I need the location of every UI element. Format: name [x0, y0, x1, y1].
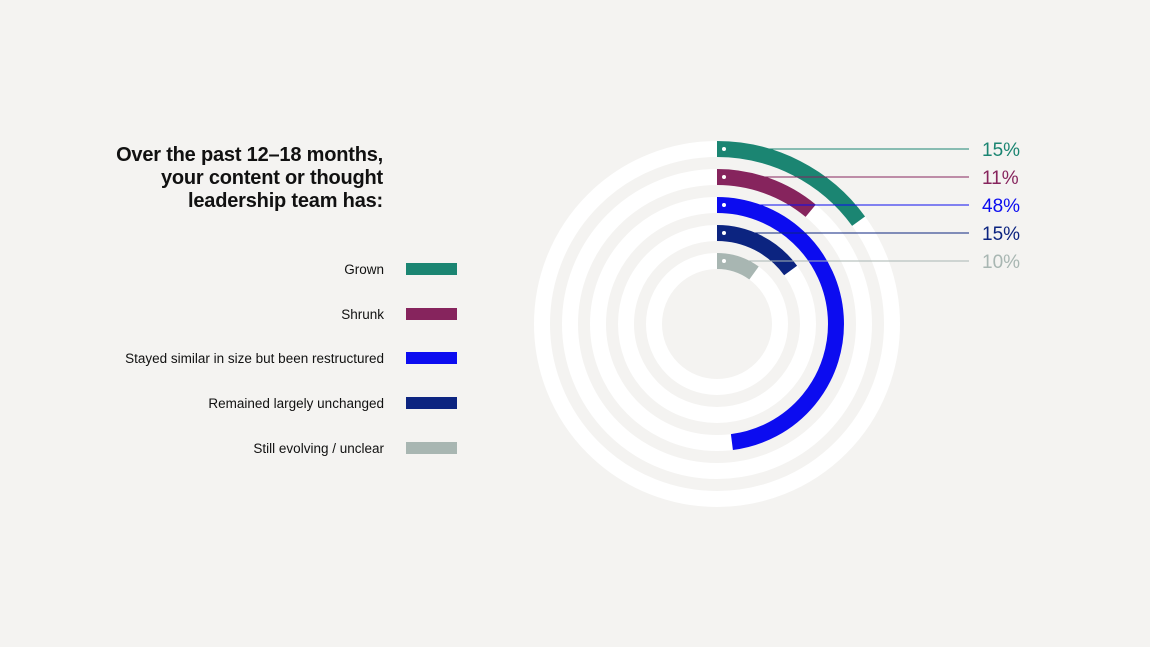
legend-swatch: [406, 352, 457, 364]
radial-bar: [716, 225, 798, 276]
radial-bar: [716, 141, 866, 226]
legend-swatch: [406, 263, 457, 275]
radial-bar: [716, 253, 759, 280]
leader-dot: [722, 147, 726, 151]
leader-dot: [722, 175, 726, 179]
leader-dot: [722, 259, 726, 263]
legend-label: Remained largely unchanged: [208, 395, 384, 411]
legend-swatch: [406, 308, 457, 320]
legend-item-grown: Grown: [40, 256, 460, 282]
ring-track: [646, 253, 788, 395]
value-label: 10%: [982, 252, 1020, 273]
legend-label: Stayed similar in size but been restruct…: [125, 350, 384, 366]
value-label: 48%: [982, 196, 1020, 217]
ring-track: [562, 169, 872, 479]
legend-item-unclear: Still evolving / unclear: [40, 435, 460, 461]
chart-title-line: your content or thought: [160, 167, 383, 189]
legend-item-unchanged: Remained largely unchanged: [40, 390, 460, 416]
radial-bar: [716, 197, 844, 450]
leader-dot: [722, 231, 726, 235]
legend-swatch: [406, 442, 457, 454]
legend-item-restructured: Stayed similar in size but been restruct…: [40, 345, 460, 371]
value-label: 11%: [982, 168, 1019, 189]
value-label: 15%: [982, 224, 1020, 245]
legend-label: Still evolving / unclear: [253, 440, 384, 456]
chart-title: Over the past 12–18 months, your content…: [60, 144, 383, 213]
leader-dot: [722, 203, 726, 207]
value-label: 15%: [982, 140, 1020, 161]
legend-label: Grown: [344, 261, 384, 277]
chart-title-line: leadership team has:: [188, 190, 383, 212]
legend-item-shrunk: Shrunk: [40, 301, 460, 327]
legend-label: Shrunk: [341, 306, 384, 322]
chart-title-line: Over the past 12–18 months,: [116, 144, 383, 166]
legend-swatch: [406, 397, 457, 409]
